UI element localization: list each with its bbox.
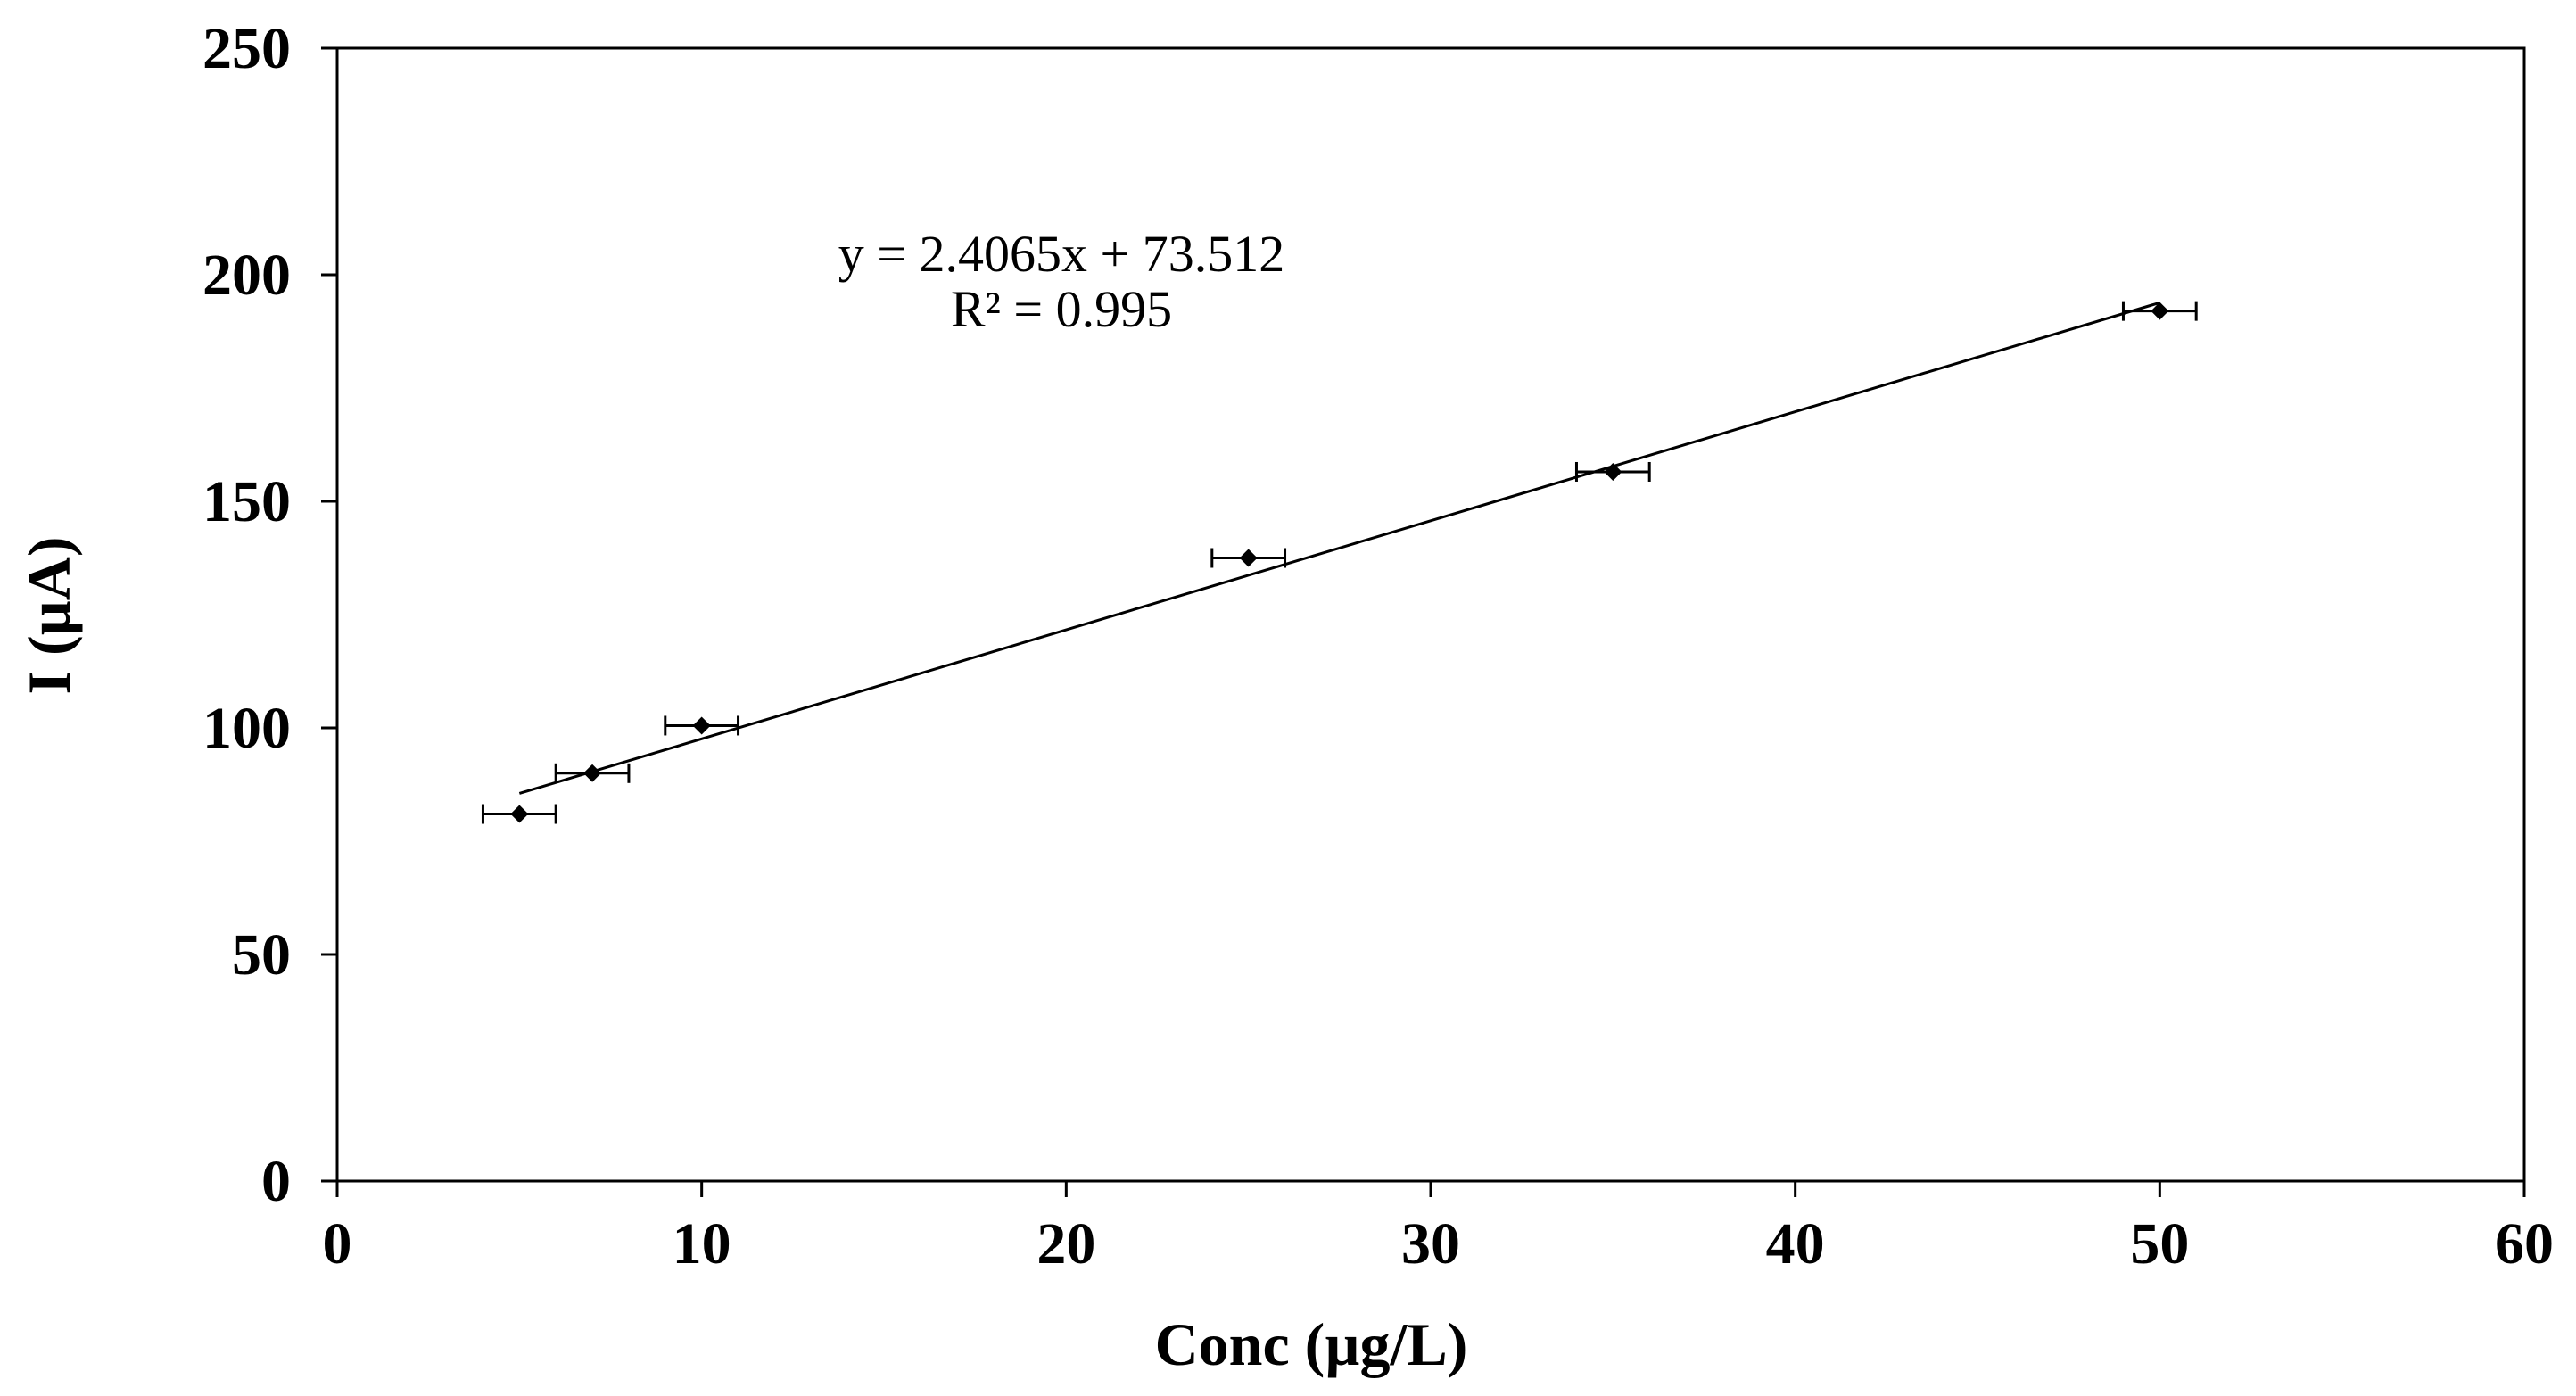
plot-area <box>335 46 2526 1183</box>
equation-annotation: y = 2.4065x + 73.512 <box>838 225 1284 283</box>
y-axis-title: I (µA) <box>15 536 83 694</box>
data-point <box>1239 549 1258 567</box>
x-tick-label: 0 <box>323 1211 352 1276</box>
trendline <box>518 301 2160 795</box>
y-axis-ticks: 0 50 100 150 200 250 <box>202 16 337 1214</box>
y-tick-label: 200 <box>202 243 291 308</box>
data-point <box>2151 302 2169 320</box>
x-tick-label: 50 <box>2130 1211 2189 1276</box>
x-tick-label: 30 <box>1401 1211 1460 1276</box>
y-tick-label: 50 <box>232 922 291 987</box>
data-point <box>510 805 529 823</box>
data-point <box>583 764 602 782</box>
y-tick-label: 250 <box>202 16 291 81</box>
y-tick-label: 100 <box>202 696 291 761</box>
data-points-group <box>481 301 2198 824</box>
x-tick-label: 60 <box>2495 1211 2554 1276</box>
x-tick-label: 10 <box>673 1211 731 1276</box>
x-tick-label: 40 <box>1766 1211 1825 1276</box>
x-tick-label: 20 <box>1036 1211 1095 1276</box>
x-axis-ticks: 0 10 20 30 40 50 60 <box>323 1181 2554 1276</box>
trendline-group <box>518 301 2160 795</box>
data-point <box>1604 462 1622 481</box>
data-point <box>692 716 711 735</box>
x-axis-title: Conc (µg/L) <box>1155 1310 1468 1378</box>
r-squared-annotation: R² = 0.995 <box>951 280 1172 338</box>
y-tick-label: 150 <box>202 469 291 534</box>
y-tick-label: 0 <box>261 1149 291 1214</box>
